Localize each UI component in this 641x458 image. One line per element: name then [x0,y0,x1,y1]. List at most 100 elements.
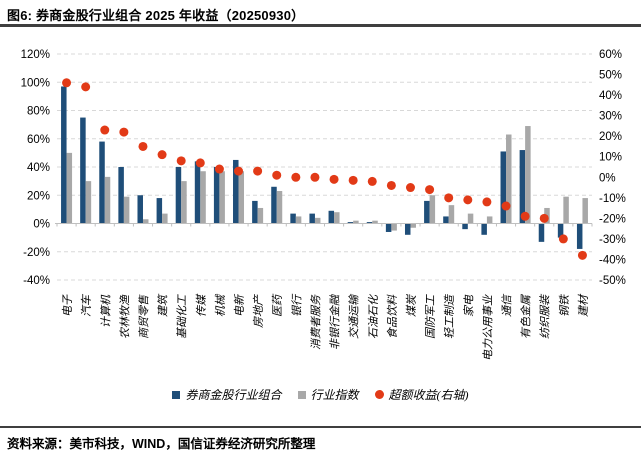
index-bar [142,219,149,224]
excess-dot [348,175,358,185]
index-bar [276,191,283,224]
right-axis-tick-label: 40% [599,90,622,102]
index-bar [506,134,512,224]
excess-dot [463,195,473,205]
chart-area: 120% 100% 80% 60% 40% 20% 0% -20% -40% 60% 50% 40% 3… [0,30,641,382]
right-axis-tick-label: -50% [599,275,626,287]
portfolio-bar [252,200,258,224]
index-bar [257,207,264,224]
excess-dot [329,174,339,184]
excess-dot [81,82,91,92]
portfolio-bar [424,200,430,224]
portfolio-bar [271,186,277,224]
index-bar [582,198,588,224]
portfolio-bar [213,167,220,224]
portfolio-bar [481,223,487,235]
left-axis-tick-label: -40% [23,275,50,287]
index-bar [486,216,493,224]
excess-dot [539,213,549,223]
index-swatch-icon [297,390,306,399]
portfolio-bar [61,86,67,224]
right-axis-tick-label: -10% [599,193,626,205]
category-label: 计算机 [99,294,112,328]
portfolio-bar [118,167,124,224]
portfolio-bar [462,223,468,230]
title-rule [0,24,641,27]
index-bar [219,171,225,224]
excess-dot [62,78,72,88]
category-label: 通信 [501,293,514,317]
index-bar [295,216,302,224]
portfolio-bar [328,210,335,224]
left-axis-tick-label: 100% [21,77,50,89]
excess-dot [253,166,263,176]
legend-item-index: 行业指数 [297,386,359,403]
portfolio-bar [347,222,354,224]
category-label: 电新 [233,293,246,317]
portfolio-bar [175,167,182,224]
index-bar [334,212,340,224]
category-label: 医药 [271,293,284,317]
index-bar [372,220,378,224]
right-axis-tick-label: 0% [599,172,616,184]
portfolio-bar [309,213,315,224]
excess-dot [425,185,435,195]
category-label: 银行 [290,293,303,317]
portfolio-bar [385,223,392,232]
category-label: 钢铁 [558,293,571,317]
category-label: 轻工制造 [443,294,456,339]
excess-dot [386,180,396,190]
portfolio-bar [156,198,163,224]
legend-label: 超额收益(右轴) [388,388,469,402]
portfolio-bar [500,151,507,224]
right-axis-tick-label: 30% [599,111,622,123]
category-label: 汽车 [80,293,93,317]
category-label: 纺织服装 [539,293,552,339]
portfolio-swatch-icon [172,390,181,399]
left-axis-tick-label: 120% [21,49,50,61]
index-bar [66,152,73,224]
index-bar [391,223,397,231]
figure-title: 图6: 券商金股行业组合 2025 年收益（20250930） [7,8,305,23]
category-label: 消费者服务 [309,294,322,350]
index-bar [162,213,168,224]
index-bar [200,171,206,224]
category-label: 电力公用事业 [481,294,494,361]
category-label: 建材 [577,293,590,317]
right-axis-tick-label: 10% [599,152,622,164]
index-bar [525,126,531,224]
index-bar [181,181,187,224]
excess-dot [405,183,415,193]
bar-chart: 120% 100% 80% 60% 40% 20% 0% -20% -40% 60% 50% 40% 3… [21,49,626,361]
portfolio-bar [519,150,526,224]
index-bar [314,217,321,224]
excess-dot [444,193,454,203]
excess-swatch-icon [374,390,384,399]
left-axis-tick-label: 60% [27,134,50,146]
category-label: 食品饮料 [386,294,399,339]
left-axis-tick-label: -20% [23,247,50,259]
portfolio-bar [137,195,143,224]
portfolio-bar [443,216,449,224]
right-axis-tick-label: 50% [599,70,622,82]
excess-dot [291,172,301,182]
right-axis-tick-label: -20% [599,213,626,225]
excess-dot [138,141,148,151]
excess-dot [157,150,167,160]
category-label: 国防军工 [424,294,437,339]
category-label: 传媒 [195,293,208,317]
right-axis-tick-label: -40% [599,254,626,266]
index-bar [410,223,416,228]
excess-dot [501,201,511,211]
portfolio-bar [99,141,105,224]
portfolio-bar [194,161,201,224]
portfolio-bar [290,213,296,224]
category-label: 交通运输 [348,293,361,339]
portfolio-bar [557,223,564,238]
index-bar [563,196,569,224]
excess-dot [214,164,224,174]
category-label: 建筑 [157,293,170,317]
category-label: 机械 [214,293,227,317]
excess-dot [272,170,282,180]
